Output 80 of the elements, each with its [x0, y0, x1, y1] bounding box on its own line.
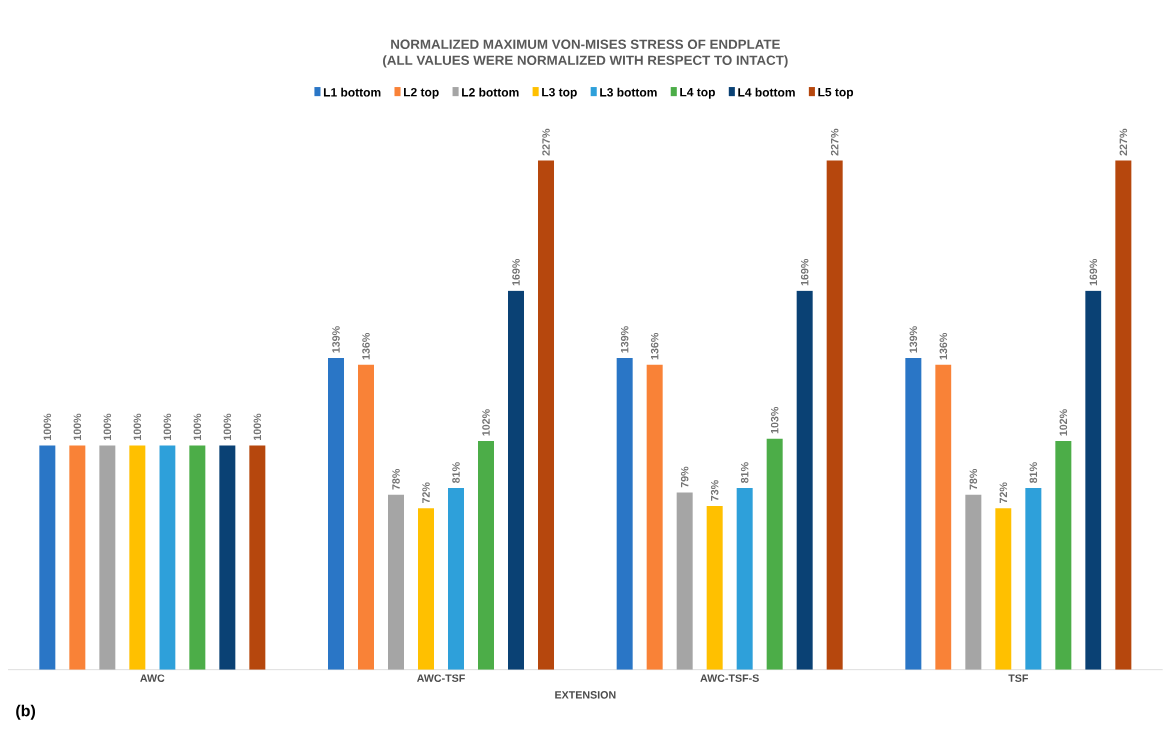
data-label: 136% — [939, 332, 948, 360]
bar — [448, 488, 465, 670]
bar — [538, 160, 555, 670]
legend-label: L3 top — [542, 87, 577, 99]
data-label: 103% — [770, 406, 779, 434]
data-label: 72% — [999, 482, 1008, 504]
data-label: 139% — [620, 326, 629, 353]
legend-label: L4 bottom — [738, 87, 795, 97]
data-label: 227% — [830, 128, 839, 156]
bar — [1115, 160, 1132, 670]
data-label: 100% — [103, 413, 112, 441]
bar — [935, 364, 952, 670]
bar — [1055, 440, 1072, 670]
data-label: 136% — [650, 332, 659, 360]
data-label: 100% — [163, 413, 172, 441]
data-label: 79% — [680, 466, 689, 488]
data-label: 102% — [1059, 409, 1068, 436]
legend-label: L3 bottom — [600, 87, 657, 97]
data-label: 100% — [43, 413, 52, 441]
bar — [995, 508, 1012, 670]
bar — [796, 290, 813, 670]
data-label: 139% — [909, 326, 918, 353]
bar — [826, 160, 843, 670]
bar — [965, 494, 982, 670]
legend-label: L2 bottom — [462, 87, 519, 97]
data-label: 227% — [1119, 128, 1128, 156]
legend-label: L4 top — [680, 87, 715, 99]
bar — [99, 445, 116, 670]
data-label: 81% — [1029, 462, 1038, 483]
bar — [219, 445, 236, 670]
data-label: 139% — [332, 326, 340, 353]
x-axis-title: EXTENSION — [555, 691, 616, 699]
data-label: 100% — [253, 413, 262, 441]
data-label: 72% — [422, 482, 430, 504]
data-label: 81% — [452, 462, 460, 483]
bar — [129, 445, 146, 670]
data-label: 100% — [193, 413, 202, 441]
data-label: 169% — [800, 258, 809, 286]
x-tick-label: AWC-TSF-S — [700, 674, 759, 682]
bar — [676, 492, 693, 670]
bar — [706, 505, 723, 670]
data-label: 102% — [482, 409, 490, 436]
data-label: 227% — [542, 128, 550, 156]
data-label: 169% — [512, 258, 520, 286]
bar — [388, 494, 405, 670]
data-label: 78% — [392, 468, 400, 490]
data-label: 81% — [740, 462, 749, 483]
bar — [358, 364, 374, 670]
bar — [328, 357, 345, 670]
x-tick-label: AWC — [140, 674, 165, 682]
x-tick-label: AWC-TSF — [416, 674, 465, 682]
legend-label: L2 top — [404, 87, 439, 99]
bar — [736, 488, 753, 670]
bar — [418, 508, 434, 670]
legend-label: L5 top — [818, 87, 854, 99]
data-label: 136% — [362, 332, 370, 360]
bar — [249, 445, 266, 670]
x-tick-label: TSF — [1008, 674, 1029, 682]
bar — [478, 440, 494, 670]
data-label: 100% — [73, 413, 82, 441]
data-label: 78% — [969, 468, 978, 490]
chart-title: NORMALIZED MAXIMUM VON-MISES STRESS OF ENDPLATE — [391, 39, 780, 49]
data-label: 169% — [1089, 258, 1098, 286]
text: (b) — [16, 704, 36, 720]
bar — [616, 357, 633, 670]
bar — [905, 357, 922, 670]
data-label: 100% — [133, 413, 142, 441]
legend-label: L1 bottom — [323, 87, 381, 97]
bar — [1025, 488, 1042, 670]
data-label: 73% — [710, 480, 719, 501]
bar — [766, 438, 783, 670]
bar — [189, 445, 206, 670]
bar — [1085, 290, 1102, 670]
chart-subtitle: (ALL VALUES WERE NORMALIZED WITH RESPECT TO INTACT) — [383, 55, 788, 68]
bar — [159, 445, 176, 670]
data-label: 100% — [223, 413, 232, 441]
bar — [508, 290, 525, 670]
bar — [69, 445, 86, 670]
bar — [39, 445, 56, 670]
bar — [646, 364, 663, 670]
